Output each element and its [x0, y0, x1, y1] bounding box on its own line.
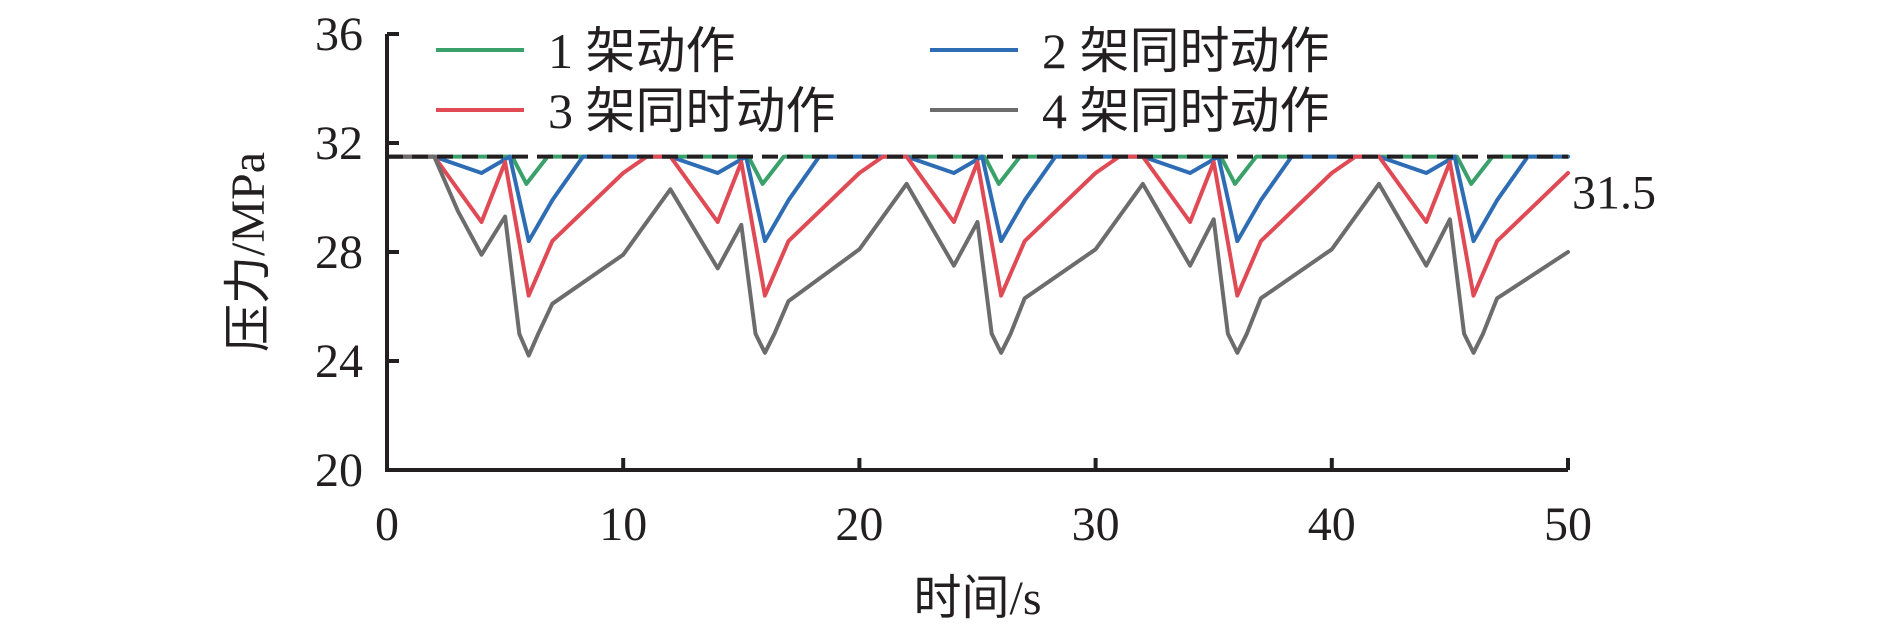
- x-tick-label: 20: [835, 498, 883, 551]
- x-axis-title: 时间/s: [913, 572, 1041, 625]
- x-tick-label: 30: [1072, 498, 1120, 551]
- series-line-1: [385, 154, 1570, 186]
- y-axis-title: 压力/MPa: [222, 152, 275, 352]
- series-line-2: [385, 154, 1570, 244]
- x-tick-label: 40: [1308, 498, 1356, 551]
- legend-label-3: 3 架同时动作: [548, 83, 836, 139]
- y-tick-label: 28: [315, 226, 363, 279]
- y-tick-label: 36: [315, 8, 363, 61]
- legend-label-2: 2 架同时动作: [1042, 23, 1330, 79]
- legend-label-4: 4 架同时动作: [1042, 83, 1330, 139]
- reference-line-label: 31.5: [1572, 167, 1656, 220]
- y-tick-label: 20: [315, 444, 363, 497]
- x-tick-label: 10: [599, 498, 647, 551]
- tick-layer: 20 24 28 32 36 0 10 20 30 40 50: [315, 8, 1592, 551]
- legend-label-1: 1 架动作: [548, 23, 736, 79]
- y-tick-label: 32: [315, 117, 363, 170]
- series-layer: [385, 154, 1570, 358]
- series-line-4: [385, 154, 1570, 358]
- x-tick-label: 50: [1544, 498, 1592, 551]
- legend: 1 架动作 2 架同时动作 3 架同时动作 4 架同时动作: [436, 23, 1330, 139]
- y-tick-label: 24: [315, 335, 363, 388]
- x-tick-label: 0: [375, 498, 399, 551]
